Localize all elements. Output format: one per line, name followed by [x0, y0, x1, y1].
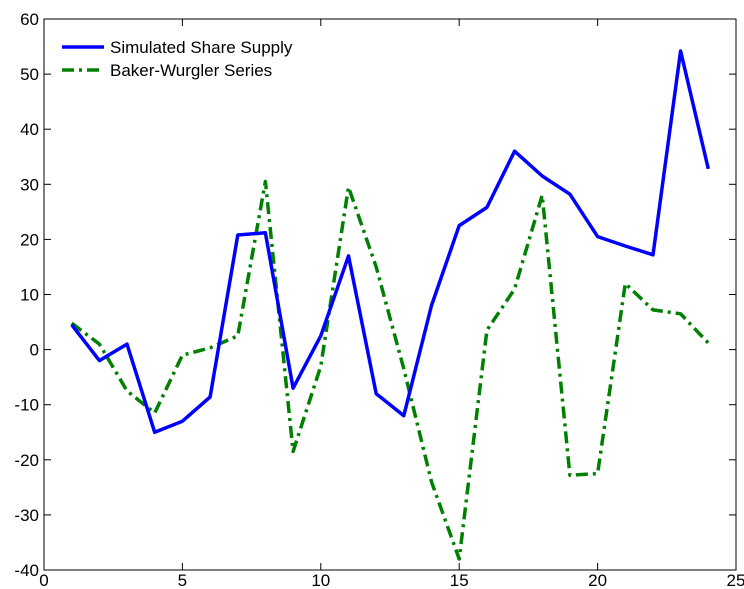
y-tick-label: -40 — [14, 561, 39, 580]
series-line-simulated-share-supply — [70, 49, 711, 435]
legend-label-simulated-share-supply: Simulated Share Supply — [110, 38, 293, 57]
y-tick-label: 50 — [20, 65, 39, 84]
x-axis: 0 5 10 15 20 25 — [39, 19, 744, 589]
y-tick-label: -10 — [14, 396, 39, 415]
x-tick-label: 25 — [727, 571, 744, 589]
y-axis: -40 -30 -20 -10 0 10 20 30 40 50 60 — [14, 10, 736, 580]
y-tick-label: 30 — [20, 175, 39, 194]
series-line-baker-wurgler-series — [70, 179, 710, 561]
x-tick-label: 0 — [39, 571, 48, 589]
y-tick-label: -30 — [14, 506, 39, 525]
legend-label-baker-wurgler-series: Baker-Wurgler Series — [110, 61, 272, 80]
y-tick-label: 60 — [20, 10, 39, 29]
x-tick-label: 20 — [588, 571, 607, 589]
y-tick-label: 10 — [20, 286, 39, 305]
x-tick-label: 5 — [178, 571, 187, 589]
legend: Simulated Share Supply Baker-Wurgler Ser… — [62, 38, 293, 80]
y-tick-label: 20 — [20, 230, 39, 249]
plot-frame — [43, 18, 737, 571]
y-tick-label: -20 — [14, 451, 39, 470]
x-tick-label: 10 — [311, 571, 330, 589]
y-tick-label: 0 — [30, 341, 39, 360]
y-tick-label: 40 — [20, 120, 39, 139]
series-layer — [70, 49, 711, 561]
x-tick-label: 15 — [450, 571, 469, 589]
